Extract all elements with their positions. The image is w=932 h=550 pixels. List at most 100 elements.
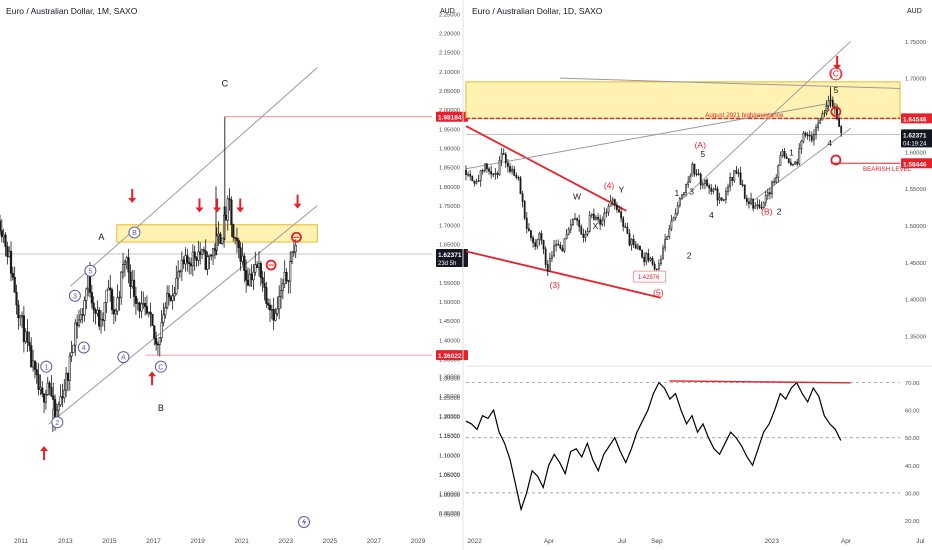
daily-candle xyxy=(718,197,721,201)
daily-candle xyxy=(567,228,570,235)
daily-candle xyxy=(655,268,658,271)
price-tick-label: 1.15000 xyxy=(439,434,460,440)
monthly-candle xyxy=(46,382,49,395)
monthly-price-axis-lower[interactable]: 0.95000 1.00000 1.05000 1.10000 1.15000 1.200… xyxy=(439,374,460,518)
daily-candle xyxy=(764,195,767,203)
daily-candle xyxy=(800,140,803,149)
price-tick-label: 1.55000 xyxy=(905,187,926,193)
daily-candle xyxy=(536,239,539,247)
daily-candle xyxy=(523,201,526,219)
daily-candle xyxy=(488,168,490,172)
monthly-candle xyxy=(155,338,158,345)
monthly-candle xyxy=(76,322,79,326)
monthly-candle xyxy=(90,292,93,304)
daily-candle xyxy=(823,112,826,115)
daily-candle xyxy=(697,173,700,175)
monthly-candle xyxy=(22,315,25,343)
daily-price-axis[interactable]: 1.35000 1.40000 1.45000 1.50000 1.55000 1.600… xyxy=(901,40,932,341)
daily-candle xyxy=(831,99,834,107)
monthly-candle xyxy=(259,263,262,278)
monthly-candle xyxy=(217,233,220,237)
monthly-candle xyxy=(182,259,185,265)
monthly-candle xyxy=(11,273,14,278)
monthly-candle xyxy=(151,313,154,327)
daily-candle xyxy=(473,180,476,184)
current-price-tag-countdown: 04:19:24 xyxy=(903,141,927,147)
monthly-candle xyxy=(175,277,178,294)
daily-candle xyxy=(532,237,534,243)
monthly-time-axis[interactable]: 2011 2013 2015 2017 2019 2021 2023 2025 2027 2029 xyxy=(14,538,426,545)
daily-resistance-zone xyxy=(465,81,901,119)
oscillator-tick-label: 40.00 xyxy=(905,464,920,470)
monthly-candle xyxy=(41,387,44,395)
daily-candle xyxy=(666,236,669,240)
daily-candle xyxy=(578,220,581,227)
price-tick-label: 0.95000 xyxy=(439,513,460,519)
monthly-candle xyxy=(4,234,7,247)
daily-candle xyxy=(538,233,541,241)
daily-candle xyxy=(605,211,608,214)
monthly-candle xyxy=(166,293,169,309)
daily-candle xyxy=(657,263,660,270)
daily-candle xyxy=(546,264,549,272)
daily-chart-panel[interactable]: Euro / Australian Dollar, 1D, SAXO AUD A… xyxy=(465,6,932,545)
time-tick-label: 2011 xyxy=(14,538,28,545)
monthly-candle xyxy=(0,230,3,238)
monthly-candle xyxy=(107,287,110,291)
monthly-chart-title: Euro / Australian Dollar, 1M, SAXO xyxy=(6,6,138,16)
daily-candle xyxy=(676,205,679,214)
monthly-candle xyxy=(287,280,290,282)
time-tick-label: Apr xyxy=(841,538,852,545)
monthly-candle xyxy=(256,264,259,268)
daily-candle xyxy=(504,154,507,164)
daily-candle xyxy=(710,187,713,192)
price-tick-label: 1.05000 xyxy=(439,473,460,479)
monthly-candle xyxy=(24,331,27,343)
trend-line xyxy=(754,127,851,201)
daily-candle xyxy=(507,162,509,167)
monthly-candle xyxy=(83,300,86,316)
daily-time-axis[interactable]: 2022AprJulSep2023AprJulSep xyxy=(467,538,932,545)
monthly-candle xyxy=(96,309,99,314)
daily-candle xyxy=(672,217,675,222)
monthly-candle xyxy=(204,250,207,270)
trend-line xyxy=(685,40,852,197)
monthly-candle xyxy=(186,255,189,263)
monthly-candle xyxy=(169,296,172,301)
daily-candle xyxy=(548,258,551,272)
monthly-candle xyxy=(245,270,248,281)
daily-candle xyxy=(756,204,759,207)
daily-candle xyxy=(704,179,706,185)
monthly-candle xyxy=(178,270,182,273)
daily-candle xyxy=(804,132,807,136)
monthly-candle xyxy=(99,318,103,327)
daily-candle xyxy=(808,134,811,137)
time-tick-label: 2013 xyxy=(58,538,73,545)
monthly-candle xyxy=(59,396,62,406)
monthly-candle xyxy=(48,382,51,388)
monthly-currency-label: AUD xyxy=(440,8,455,15)
monthly-candle xyxy=(131,279,134,287)
oscillator-tick-label: 30.00 xyxy=(905,491,920,497)
monthly-chart-panel[interactable]: Euro / Australian Dollar, 1M, SAXO AUD 1… xyxy=(0,6,468,545)
daily-candle xyxy=(748,201,750,204)
monthly-candle xyxy=(276,308,279,314)
wave-label: 4 xyxy=(827,138,832,148)
channel-line xyxy=(48,205,318,425)
daily-candle xyxy=(498,159,501,175)
monthly-candle xyxy=(79,314,82,321)
signal-arrow-head xyxy=(195,207,204,213)
monthly-candle xyxy=(162,314,165,323)
lightning-icon[interactable] xyxy=(298,516,310,528)
price-tick-label: 1.80000 xyxy=(439,185,460,191)
monthly-candle xyxy=(37,374,40,390)
daily-candle xyxy=(836,108,838,120)
monthly-price-axis[interactable]: 0.95000 1.00000 1.05000 1.10000 1.15000 1.200… xyxy=(436,12,468,517)
daily-candle xyxy=(580,226,583,235)
price-tick-label: 1.15000 xyxy=(439,434,460,440)
monthly-candle xyxy=(9,250,13,274)
daily-candle xyxy=(496,173,499,175)
oscillator-pane[interactable]: 20.00 30.00 40.00 50.00 60.00 70.00 xyxy=(465,365,932,525)
daily-candle xyxy=(810,135,813,141)
daily-candle xyxy=(680,194,683,199)
